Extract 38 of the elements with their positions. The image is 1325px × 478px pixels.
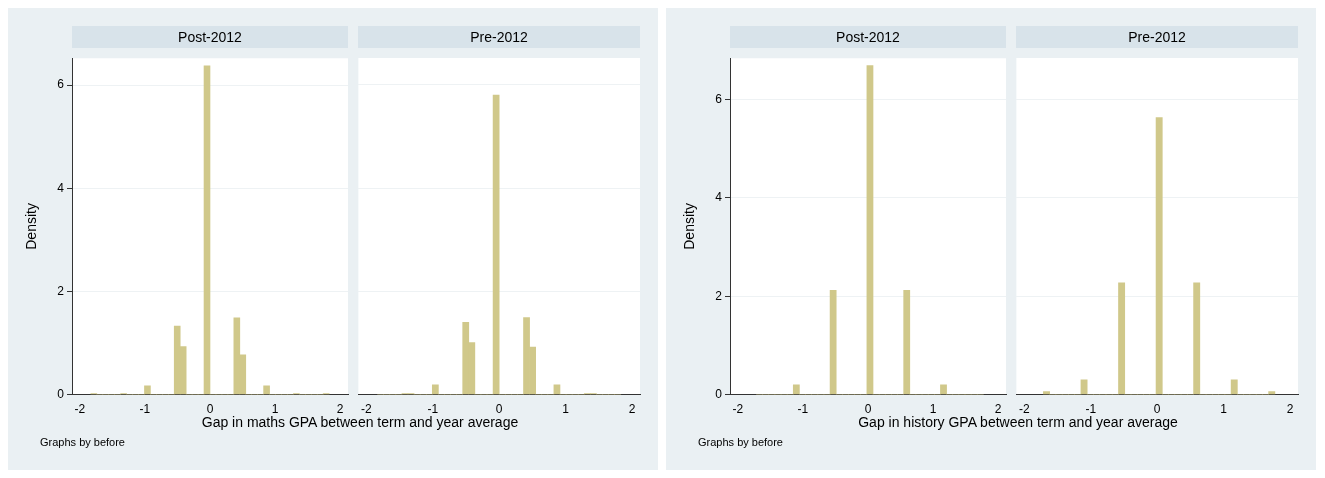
- y-tick-label: 2: [715, 288, 723, 303]
- x-tick-label: -2: [732, 402, 744, 417]
- x-tick-label: 1: [562, 402, 570, 417]
- x-tick-label: -1: [1085, 402, 1097, 417]
- y-tick-label: 6: [715, 91, 723, 106]
- y-tick-label: 0: [57, 386, 65, 401]
- x-tick-label: 1: [271, 402, 279, 417]
- y-tick-label: 2: [57, 283, 65, 298]
- chart-title: Post-2012: [730, 26, 1006, 48]
- x-tick-label: 0: [495, 402, 503, 417]
- y-tick-label: 0: [715, 386, 723, 401]
- x-tick-label: -1: [797, 402, 809, 417]
- y-tick-label: 4: [57, 180, 65, 195]
- y-tick-label: 6: [57, 77, 65, 92]
- x-tick-label: -1: [427, 402, 439, 417]
- x-tick-label: 0: [206, 402, 214, 417]
- x-tick-label: 0: [1153, 402, 1161, 417]
- x-tick-label: 1: [929, 402, 937, 417]
- text: Graphs by before: [39, 436, 126, 448]
- x-axis-title: Gap in maths GPA between term and year average: [201, 414, 519, 430]
- chart-title: Pre-2012: [1016, 26, 1298, 48]
- x-tick-label: 2: [1286, 402, 1294, 417]
- x-tick-label: 0: [864, 402, 872, 417]
- x-tick-label: 2: [994, 402, 1002, 417]
- x-tick-label: -2: [74, 402, 86, 417]
- x-tick-label: 2: [336, 402, 344, 417]
- y-axis-title: Density: [23, 203, 40, 250]
- x-tick-label: 1: [1220, 402, 1228, 417]
- text: Graphs by before: [697, 436, 784, 448]
- x-tick-label: -1: [139, 402, 151, 417]
- chart-title: Post-2012: [72, 26, 348, 48]
- y-axis-title: Density: [681, 203, 698, 250]
- x-tick-label: -2: [361, 402, 372, 417]
- x-tick-label: 2: [628, 402, 636, 417]
- x-axis-title: Gap in history GPA between term and year average: [858, 414, 1178, 430]
- chart-title: Pre-2012: [358, 26, 640, 48]
- y-tick-label: 4: [715, 190, 723, 205]
- x-tick-label: -2: [1019, 402, 1030, 417]
